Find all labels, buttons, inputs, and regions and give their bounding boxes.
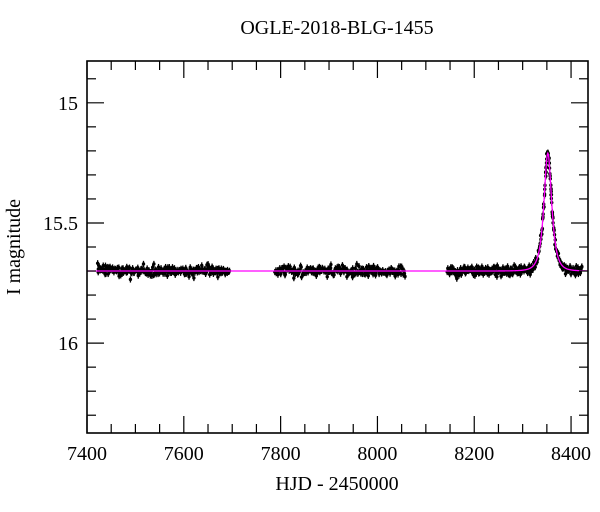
x-tick-label: 8400 xyxy=(551,443,591,465)
model-curve xyxy=(87,151,588,272)
x-tick-label: 7400 xyxy=(67,443,107,465)
x-tick-label: 8200 xyxy=(454,443,494,465)
tick-labels: 7400 7600 7800 8000 8200 8400 15 15.5 16 xyxy=(43,93,591,465)
y-tick-label: 16 xyxy=(58,333,78,355)
x-tick-label: 7600 xyxy=(164,443,204,465)
data-points xyxy=(95,149,584,283)
y-axis-label: I magnitude xyxy=(3,199,25,295)
chart-title: OGLE-2018-BLG-1455 xyxy=(240,17,433,39)
x-tick-label: 8000 xyxy=(357,443,397,465)
x-tick-label: 7800 xyxy=(261,443,301,465)
y-tick-label: 15 xyxy=(58,93,78,115)
y-tick-label: 15.5 xyxy=(43,213,78,235)
plot-area: 7400 7600 7800 8000 8200 8400 15 15.5 16 xyxy=(43,60,591,465)
plot-frame xyxy=(86,60,589,434)
x-axis-label: HJD - 2450000 xyxy=(275,473,398,495)
axis-ticks xyxy=(86,61,588,433)
